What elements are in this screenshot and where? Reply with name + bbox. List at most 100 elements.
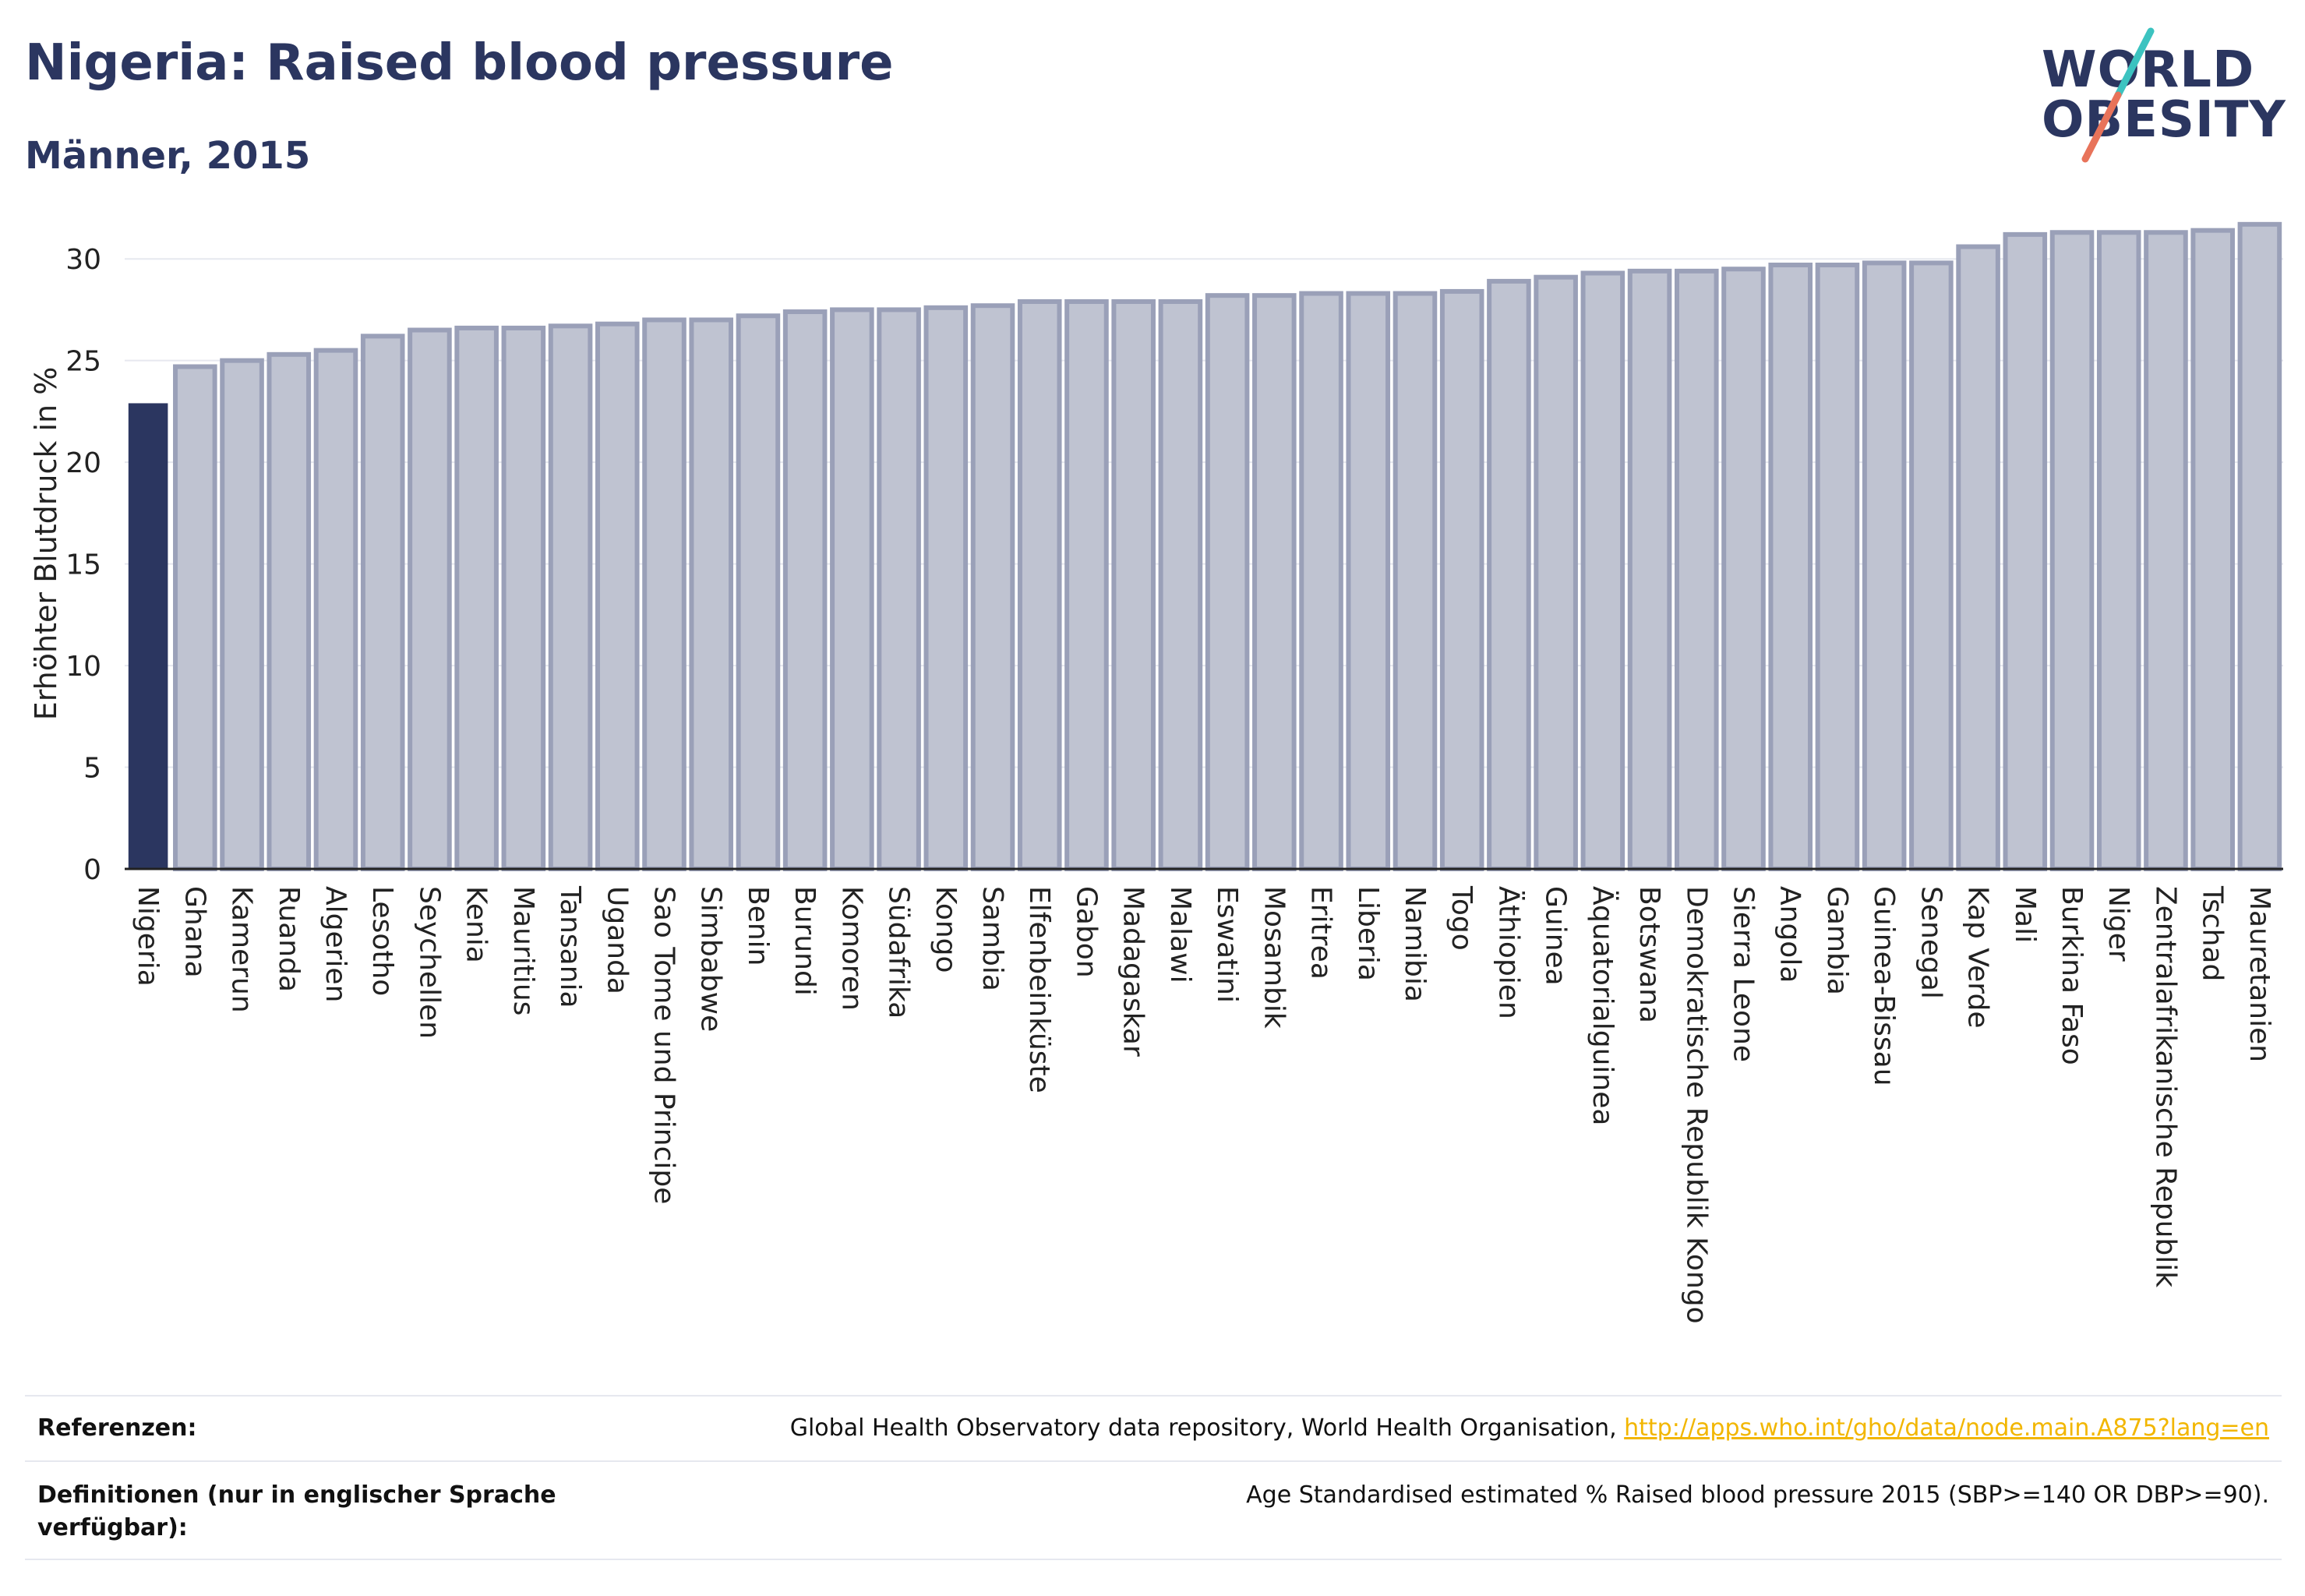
x-tick-label: Guinea [1540, 886, 1572, 986]
bar [1956, 244, 2000, 871]
x-tick-label: Komoren [835, 886, 867, 1011]
bar [1346, 291, 1391, 871]
definitions-label: Definitionen (nur in englischer Sprache … [37, 1481, 556, 1541]
bar [1111, 298, 1156, 871]
x-tick-label: Togo [1445, 885, 1477, 951]
x-tick-label: Liberia [1352, 886, 1384, 981]
x-tick-label: Kenia [461, 886, 492, 963]
bar [1064, 298, 1109, 871]
logo-slash-icon [2081, 27, 2155, 163]
x-tick-label: Lesotho [366, 886, 398, 996]
bar [360, 334, 405, 871]
bar [1768, 263, 1813, 871]
y-tick-label: 25 [65, 346, 101, 378]
x-tick-label: Mauritius [507, 886, 539, 1015]
bar [1674, 268, 1719, 871]
bar [782, 309, 828, 871]
bar [501, 325, 546, 871]
bar [454, 325, 499, 871]
x-tick-label: Angola [1774, 886, 1806, 983]
bar [408, 327, 452, 871]
x-tick-label: Eritrea [1305, 886, 1337, 980]
bar [2144, 230, 2188, 871]
x-tick-label: Gabon [1070, 886, 1102, 978]
bar [689, 317, 734, 871]
x-tick-label: Kamerun [226, 886, 258, 1013]
bar [830, 307, 874, 871]
bar [1862, 260, 1907, 871]
x-tick-label: Mosambik [1258, 886, 1290, 1029]
x-tick-label: Algerien [319, 886, 351, 1002]
x-tick-label: Mali [2009, 886, 2041, 943]
x-tick-label: Benin [742, 886, 774, 966]
x-tick-label: Mauretanien [2243, 886, 2275, 1062]
x-tick-label: Nigeria [132, 886, 164, 987]
x-tick-label: Eswatini [1211, 886, 1243, 1003]
bar [267, 351, 312, 871]
x-tick-label: Sambia [976, 886, 1008, 991]
bar-chart: 0 5 10 15 20 25 30 Nigeria Ghana Kamerun Ruanda Al… [29, 221, 2283, 1324]
bar [1627, 268, 1672, 871]
bar [1158, 298, 1203, 871]
x-tick-label: Südafrika [883, 886, 915, 1019]
y-tick-label: 30 [65, 244, 101, 276]
world-obesity-logo[interactable]: WORLD OBESITY [2026, 23, 2286, 164]
bar [736, 313, 781, 871]
logo-text-world: WORLD [2042, 41, 2255, 99]
bar [970, 303, 1015, 871]
bars [128, 221, 2282, 871]
bar [642, 317, 687, 871]
x-tick-label: Burkina Faso [2056, 886, 2088, 1065]
bar [1252, 293, 1297, 871]
bar [1909, 260, 1954, 871]
x-tick-label: Namibia [1399, 886, 1431, 1002]
x-tick-label: Demokratische Republik Kongo [1680, 886, 1712, 1324]
x-tick-label: Tschad [2197, 885, 2229, 981]
bar [877, 307, 921, 871]
bar [2096, 230, 2141, 871]
y-axis-label: Erhöhter Blutdruck in % [29, 367, 63, 721]
bar [1393, 291, 1438, 871]
x-tick-label: Sao Tome und Principe [648, 886, 680, 1204]
bar [548, 323, 593, 871]
x-tick-label: Äthiopien [1492, 886, 1525, 1019]
x-tick-label: Kongo [930, 886, 962, 973]
x-tick-label: Simbabwe [695, 886, 727, 1032]
bar [1534, 274, 1578, 871]
references-link[interactable]: http://apps.who.int/gho/data/node.main.A… [1624, 1414, 2269, 1442]
x-tick-label: Malawi [1164, 886, 1196, 983]
x-tick-label: Zentralafrikanische Republik [2149, 886, 2181, 1287]
y-tick-labels: 0 5 10 15 20 25 30 [65, 244, 101, 886]
x-tick-label: Burundi [789, 886, 821, 996]
bar [313, 348, 358, 871]
bar [1487, 278, 1531, 871]
y-tick-label: 10 [65, 651, 101, 683]
x-tick-label: Botswana [1633, 886, 1665, 1023]
x-tick-label: Ghana [178, 886, 210, 978]
bar [128, 403, 168, 869]
bar [1439, 288, 1484, 871]
references-text: Global Health Observatory data repositor… [789, 1414, 1625, 1442]
bar [1580, 270, 1626, 871]
bar [220, 358, 264, 871]
x-tick-labels: Nigeria Ghana Kamerun Ruanda Algerien Lesotho… [132, 885, 2275, 1324]
bar [923, 305, 969, 871]
x-tick-label: Gambia [1821, 886, 1853, 995]
bar [173, 364, 217, 871]
y-tick-label: 5 [83, 753, 101, 785]
bar [595, 321, 640, 871]
chart-subtitle: Männer, 2015 [25, 134, 311, 178]
x-tick-label: Sierra Leone [1728, 886, 1760, 1062]
references-value: Global Health Observatory data repositor… [790, 1412, 2269, 1445]
bar [1721, 267, 1766, 871]
chart-title: Nigeria: Raised blood pressure [25, 34, 894, 92]
bar [2003, 231, 2048, 871]
x-tick-label: Madagaskar [1117, 886, 1149, 1057]
bar [1299, 291, 1343, 871]
x-tick-label: Senegal [1915, 886, 1947, 999]
x-tick-label: Seychellen [413, 886, 445, 1039]
bar [2237, 221, 2282, 871]
bar [1205, 293, 1250, 871]
x-tick-label: Elfenbeinküste [1023, 886, 1055, 1093]
y-tick-label: 0 [83, 854, 101, 886]
